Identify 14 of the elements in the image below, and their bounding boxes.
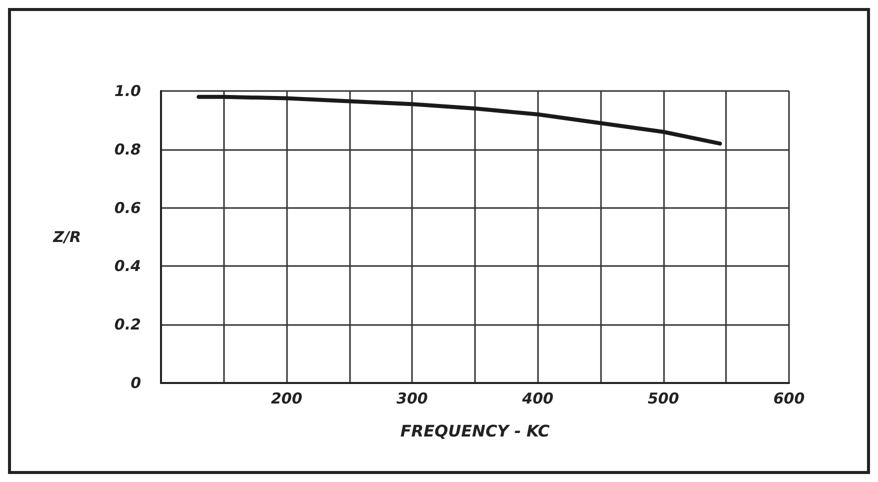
line-series <box>196 94 722 146</box>
x-tick-label: 400 <box>521 390 554 408</box>
y-axis-title: Z/R <box>52 228 81 246</box>
x-axis-title: FREQUENCY - KC <box>400 422 550 440</box>
y-tick-label: 0.8 <box>114 140 141 158</box>
y-tick-label: 0.2 <box>114 316 141 334</box>
x-tick-label: 300 <box>396 390 428 408</box>
y-tick-label: 0 <box>130 374 141 392</box>
y-tick-label: 0.6 <box>114 198 141 217</box>
y-tick-label: 0.4 <box>114 257 141 276</box>
x-tick-label: 200 <box>270 390 302 408</box>
x-tick-label: 500 <box>648 390 680 408</box>
y-tick-label: 1.0 <box>114 82 141 100</box>
x-tick-label: 600 <box>773 390 805 408</box>
